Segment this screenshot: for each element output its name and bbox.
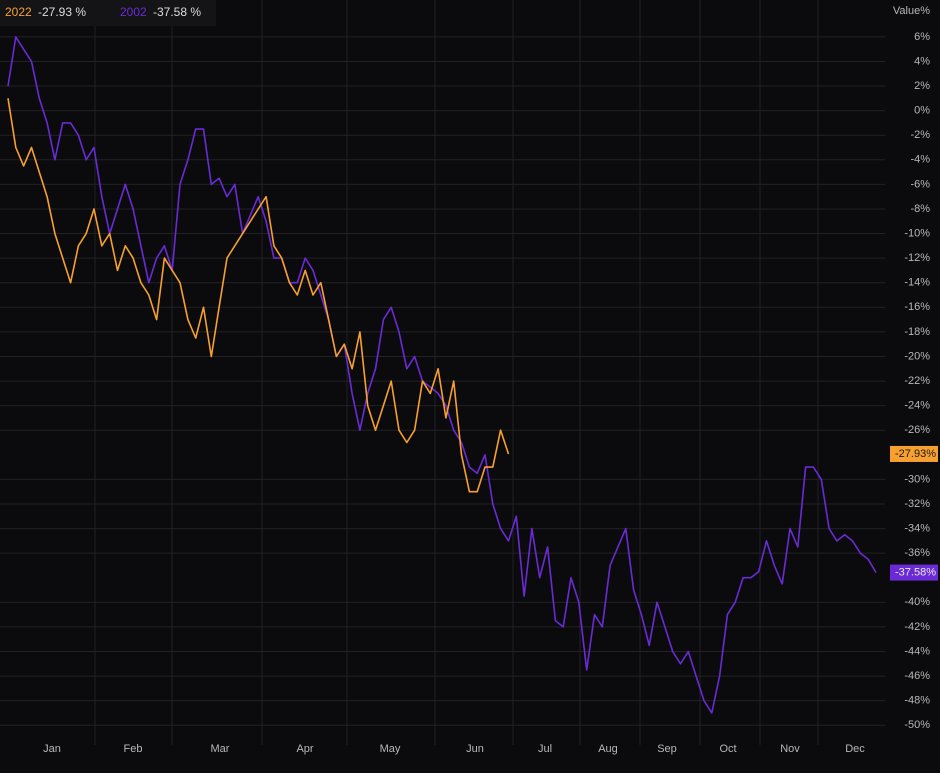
y-tick-label: -26%	[904, 424, 930, 436]
y-tick-label: -36%	[904, 547, 930, 559]
x-tick-label: Jul	[538, 743, 552, 755]
y-tick-label: -20%	[904, 350, 930, 362]
last-value-label: -37.58%	[895, 566, 936, 578]
y-tick-label: -16%	[904, 301, 930, 313]
x-tick-label: Dec	[845, 743, 865, 755]
y-tick-label: -44%	[904, 645, 930, 657]
y-tick-label: -4%	[910, 154, 930, 166]
x-tick-label: Nov	[780, 743, 800, 755]
x-tick-label: Oct	[719, 743, 736, 755]
x-tick-label: Aug	[598, 743, 618, 755]
series-line	[7, 98, 510, 493]
x-tick-label: Sep	[657, 743, 677, 755]
y-tick-label: -12%	[904, 252, 930, 264]
last-value-tag	[890, 564, 938, 581]
y-tick-label: -10%	[904, 227, 930, 239]
x-tick-label: Feb	[124, 743, 143, 755]
y-tick-label: -24%	[904, 400, 930, 412]
y-tick-label: -32%	[904, 498, 930, 510]
legend-value: -27.93 %	[38, 5, 86, 19]
x-tick-label: Mar	[211, 743, 230, 755]
legend-value: -37.58 %	[153, 5, 201, 19]
last-value-label: -27.93%	[895, 448, 936, 460]
legend-box	[0, 0, 216, 26]
x-tick-label: Apr	[296, 743, 313, 755]
y-tick-label: -2%	[910, 129, 930, 141]
y-tick-label: -8%	[910, 203, 930, 215]
y-tick-label: -34%	[904, 522, 930, 534]
y-tick-label: -30%	[904, 473, 930, 485]
x-tick-label: Jun	[466, 743, 484, 755]
y-tick-label: 2%	[914, 80, 930, 92]
y-tick-label: -22%	[904, 375, 930, 387]
y-tick-label: -18%	[904, 326, 930, 338]
y-tick-label: -50%	[904, 719, 930, 731]
y-tick-label: -48%	[904, 695, 930, 707]
y-tick-label: -14%	[904, 277, 930, 289]
y-tick-label: -6%	[910, 178, 930, 190]
y-tick-label: 4%	[914, 55, 930, 67]
y-tick-label: -40%	[904, 596, 930, 608]
legend-name: 2022	[5, 5, 32, 19]
x-tick-label: May	[380, 743, 401, 755]
y-tick-label: -42%	[904, 621, 930, 633]
last-value-tag	[890, 445, 938, 462]
y-tick-label: -46%	[904, 670, 930, 682]
x-tick-label: Jan	[43, 743, 61, 755]
y-tick-label: 0%	[914, 105, 930, 117]
legend-name: 2002	[120, 5, 147, 19]
y-tick-label: 6%	[914, 31, 930, 43]
axis-label: Value%	[893, 5, 930, 17]
series-line	[7, 36, 877, 714]
